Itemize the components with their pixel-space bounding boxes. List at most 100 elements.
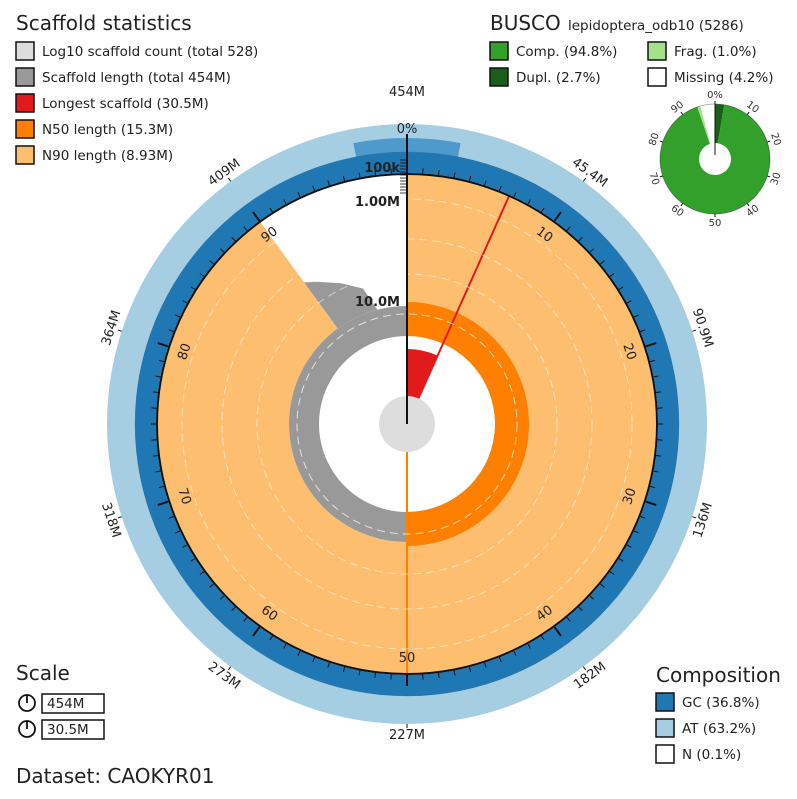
percent-origin-label: 0% <box>397 122 418 137</box>
legend-label: N90 length (8.93M) <box>42 148 173 164</box>
percent-tick-mark <box>327 180 330 186</box>
percent-tick-label: 70 <box>174 486 193 506</box>
busco-donut: 0% 10 20 30 40 50 60 70 80 90 <box>646 90 783 229</box>
length-tick-mark <box>117 329 122 332</box>
percent-tick-mark <box>283 643 287 649</box>
percent-tick-mark <box>645 500 657 506</box>
busco-tick-label: 80 <box>647 132 661 148</box>
percent-tick-label: 30 <box>620 486 639 506</box>
percent-tick-mark <box>269 207 273 213</box>
percent-tick-label: 50 <box>399 651 416 666</box>
busco-lineage: lepidoptera_odb10 (5286) <box>568 18 744 34</box>
percent-tick-mark <box>152 391 159 394</box>
percent-tick-mark <box>649 359 656 363</box>
percent-tick-mark <box>168 515 174 519</box>
percent-tick-mark <box>199 571 205 575</box>
percent-tick-mark <box>209 583 214 588</box>
percent-tick-mark <box>269 635 273 641</box>
percent-tick-mark <box>175 530 181 534</box>
percent-tick-mark <box>566 617 571 622</box>
scale-box <box>41 693 105 714</box>
percent-tick-mark <box>600 260 605 265</box>
percent-tick-mark <box>541 635 545 641</box>
busco-tick-mark <box>680 203 684 207</box>
percent-tick-mark <box>155 470 161 473</box>
composition-swatch <box>655 692 675 712</box>
busco-legend-label: Missing (4.2%) <box>674 70 773 86</box>
percent-tick-mark <box>589 595 594 600</box>
percent-tick-label: 80 <box>175 342 194 362</box>
percent-tick-mark <box>468 666 472 673</box>
busco-tick-mark <box>767 175 771 178</box>
percent-tick-mark <box>541 207 545 213</box>
percent-tick-mark <box>609 571 615 575</box>
busco-tick-label: 40 <box>745 203 762 219</box>
percent-tick-mark <box>220 595 225 600</box>
busco-legend-swatch <box>489 41 509 61</box>
percent-tick-mark <box>609 273 615 277</box>
percent-tick-mark <box>498 185 502 191</box>
scale-label-total: 454M <box>47 696 84 712</box>
percent-tick-mark <box>655 454 662 457</box>
percent-tick-mark <box>283 199 287 205</box>
legend-swatch <box>15 67 35 87</box>
legend-swatch <box>15 93 35 113</box>
percent-tick-mark <box>374 672 377 679</box>
percent-tick-mark <box>168 329 174 333</box>
busco-tick-label: 10 <box>744 99 761 115</box>
busco-tick-label: 30 <box>769 171 783 187</box>
percent-tick-mark <box>374 169 377 176</box>
percent-tick-mark <box>513 192 517 198</box>
percent-tick-mark <box>327 662 330 668</box>
legend-label: Longest scaffold (30.5M) <box>42 96 209 112</box>
percent-tick-mark <box>453 172 456 178</box>
legend-label: Scaffold length (total 454M) <box>42 70 231 86</box>
busco-tick-mark <box>767 140 771 143</box>
percent-tick-mark <box>158 485 165 489</box>
percent-tick-mark <box>645 342 657 348</box>
radial-label-100k: 100k <box>364 161 400 176</box>
busco-tick-mark <box>659 175 663 178</box>
percent-tick-mark <box>358 172 361 178</box>
total-length-label: 454M <box>389 85 425 100</box>
percent-tick-mark <box>190 286 196 290</box>
radial-label-1m: 1.00M <box>355 195 400 210</box>
composition-legend: GC (36.8%) AT (63.2%) N (0.1%) <box>655 692 760 764</box>
length-tick-mark <box>582 666 587 671</box>
percent-tick-mark <box>527 199 531 205</box>
composition-title: Composition <box>656 663 781 687</box>
percent-tick-mark <box>437 169 440 176</box>
busco-tick-mark <box>746 111 750 115</box>
busco-legend-label: Frag. (1.0%) <box>674 44 757 60</box>
busco-tick-label: 20 <box>768 132 782 148</box>
percent-tick-mark <box>190 558 196 562</box>
percent-tick-mark <box>157 500 169 506</box>
percent-tick-mark <box>342 666 346 673</box>
busco-tick-label: 50 <box>709 218 722 229</box>
scale-title: Scale <box>16 661 70 685</box>
length-tick-mark <box>692 516 697 519</box>
percent-tick-mark <box>484 662 487 668</box>
busco-segment <box>697 105 711 144</box>
legend-swatch <box>15 41 35 61</box>
busco-tick-label: 70 <box>646 171 660 187</box>
percent-tick-mark <box>243 617 248 622</box>
percent-tick-mark <box>297 650 301 656</box>
length-tick-label: 227M <box>389 728 425 743</box>
busco-tick-mark <box>680 111 684 115</box>
percent-tick-mark <box>626 300 632 304</box>
percent-tick-mark <box>553 211 562 222</box>
busco-segment <box>660 104 770 214</box>
legend-label: Log10 scaffold count (total 528) <box>42 44 258 60</box>
percent-tick-mark <box>578 237 583 242</box>
percent-tick-mark <box>155 375 161 378</box>
percent-tick-mark <box>527 643 531 649</box>
scale-label-longest: 30.5M <box>47 722 89 738</box>
percent-tick-mark <box>252 626 261 637</box>
percent-tick-mark <box>175 314 181 318</box>
length-gridline <box>296 313 518 535</box>
percent-tick-mark <box>640 515 646 519</box>
percent-tick-mark <box>182 300 188 304</box>
busco-legend-label: Dupl. (2.7%) <box>516 70 601 86</box>
